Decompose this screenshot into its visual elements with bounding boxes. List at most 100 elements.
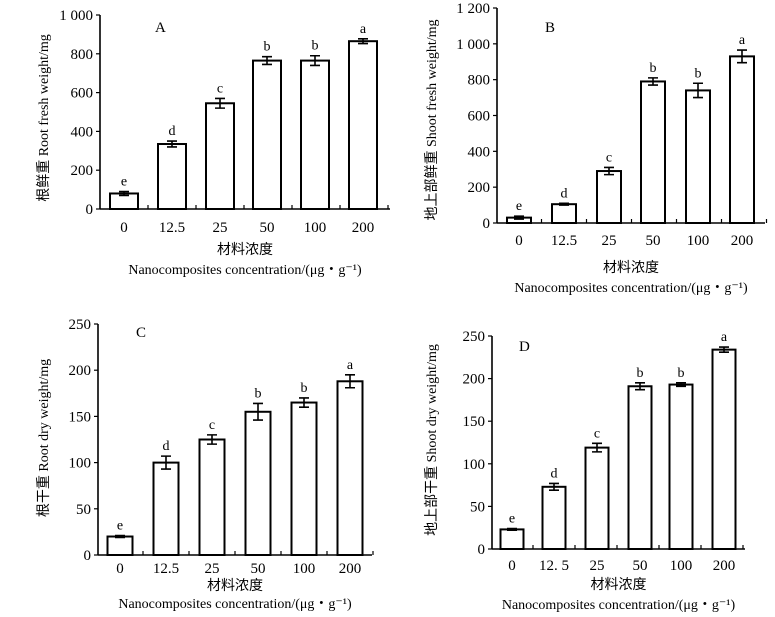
y-tick-label: 800 xyxy=(71,47,94,63)
x-tick-label: 100 xyxy=(304,220,327,236)
significance-label: e xyxy=(117,519,123,534)
significance-label: c xyxy=(606,150,612,165)
significance-label: b xyxy=(255,386,262,401)
panel-label: D xyxy=(519,339,530,355)
bar-0 xyxy=(106,535,134,557)
bar-25 xyxy=(198,438,226,556)
y-tick-label: 100 xyxy=(69,456,92,472)
x-tick-label: 50 xyxy=(646,233,661,249)
panel-a: 0 200 400 600 800 1 000 e 0 d 12.5 c 25 b 50 b 100 a 200 A… xyxy=(36,8,390,278)
panel-c: 0 50 100 150 200 250 e 0 d 12.5 c 25 b 50 b 100 a 200 C 根干重… xyxy=(36,317,374,612)
x-tick-label: 200 xyxy=(731,233,754,249)
x-axis-label-cn: 材料浓度 xyxy=(591,577,647,593)
x-tick-label: 25 xyxy=(590,558,605,574)
y-tick-label: 600 xyxy=(71,86,94,102)
bar-200 xyxy=(711,348,737,550)
y-tick-label: 100 xyxy=(463,457,486,473)
error-bar xyxy=(299,397,309,408)
error-bar xyxy=(514,215,524,220)
panel-label: A xyxy=(155,20,166,36)
bar-50 xyxy=(640,80,666,225)
error-bar xyxy=(119,190,129,197)
y-tick-label: 50 xyxy=(76,502,91,518)
panel-b: 0 200 400 600 800 1 000 1 200 e 0 d 12.5 c 25 b 50 b 100… xyxy=(424,1,768,296)
error-bar xyxy=(676,382,686,388)
error-bar xyxy=(737,49,747,64)
panel-label: C xyxy=(136,325,146,341)
bar-50 xyxy=(244,410,272,556)
bar-200 xyxy=(336,380,364,556)
significance-label: a xyxy=(721,330,728,345)
y-tick-label: 0 xyxy=(86,202,94,218)
error-bar xyxy=(310,54,320,67)
x-tick-label: 0 xyxy=(508,558,516,574)
error-bar xyxy=(167,140,177,148)
error-bar xyxy=(604,166,614,176)
significance-label: b xyxy=(312,39,319,54)
significance-label: c xyxy=(217,81,223,96)
bar-12-5 xyxy=(157,143,187,210)
error-bar xyxy=(262,55,272,66)
bar-200 xyxy=(729,55,755,224)
y-tick-label: 0 xyxy=(483,216,491,232)
significance-label: c xyxy=(209,418,215,433)
error-bar xyxy=(115,534,125,539)
x-axis-label-en: Nanocomposites concentration/(μg・g⁻¹) xyxy=(502,598,736,613)
x-tick-label: 100 xyxy=(293,561,316,577)
x-tick-label: 25 xyxy=(205,561,220,577)
bar-25 xyxy=(584,446,610,550)
error-bar xyxy=(358,38,368,45)
x-tick-label: 25 xyxy=(602,233,617,249)
error-bar xyxy=(635,382,645,391)
y-tick-label: 150 xyxy=(463,414,486,430)
y-tick-label: 0 xyxy=(84,548,92,564)
bar-12-5 xyxy=(541,485,567,550)
y-axis-label: 根鲜重 Root fresh weight/mg xyxy=(36,34,52,202)
panel-label: B xyxy=(545,20,555,36)
x-tick-label: 200 xyxy=(352,220,375,236)
significance-label: e xyxy=(509,512,515,527)
bar-200 xyxy=(348,40,378,210)
panel-d: 0 50 100 150 200 250 e 0 d 12. 5 c 25 b 50 b 100 a 200 D 地上… xyxy=(424,329,745,613)
y-tick-label: 200 xyxy=(71,163,94,179)
error-bar xyxy=(207,434,217,445)
x-tick-label: 50 xyxy=(633,558,648,574)
y-tick-label: 600 xyxy=(468,109,491,125)
x-tick-label: 12.5 xyxy=(153,561,179,577)
error-bar xyxy=(253,402,263,421)
error-bar xyxy=(592,442,602,453)
x-tick-label: 12.5 xyxy=(159,220,185,236)
significance-label: b xyxy=(650,61,657,76)
y-tick-label: 200 xyxy=(463,372,486,388)
x-axis-label-cn: 材料浓度 xyxy=(603,260,659,276)
x-axis-label-cn: 材料浓度 xyxy=(207,578,263,594)
y-axis-label: 根干重 Root dry weight/mg xyxy=(36,359,52,517)
significance-label: d xyxy=(551,466,558,481)
error-bar xyxy=(693,82,703,99)
y-tick-label: 400 xyxy=(468,144,491,160)
significance-label: b xyxy=(264,40,271,55)
y-tick-label: 200 xyxy=(69,363,92,379)
x-tick-label: 0 xyxy=(515,233,523,249)
significance-label: d xyxy=(169,124,176,139)
error-bar xyxy=(507,527,517,532)
x-tick-label: 0 xyxy=(116,561,124,577)
y-axis-label: 地上部干重 Shoot dry weight/mg xyxy=(424,344,440,536)
error-bar xyxy=(215,97,225,109)
error-bar xyxy=(559,202,569,206)
bar-100 xyxy=(290,401,318,557)
error-bar xyxy=(345,374,355,389)
error-bar xyxy=(719,346,729,353)
y-tick-label: 250 xyxy=(69,317,92,333)
bar-100 xyxy=(300,59,330,211)
significance-label: d xyxy=(561,186,568,201)
significance-label: b xyxy=(637,366,644,381)
significance-label: e xyxy=(121,175,127,190)
bar-25 xyxy=(596,170,622,225)
bar-100 xyxy=(685,89,711,224)
y-tick-label: 50 xyxy=(470,499,485,515)
x-tick-label: 12.5 xyxy=(551,233,577,249)
significance-label: b xyxy=(695,66,702,81)
y-tick-label: 150 xyxy=(69,409,92,425)
